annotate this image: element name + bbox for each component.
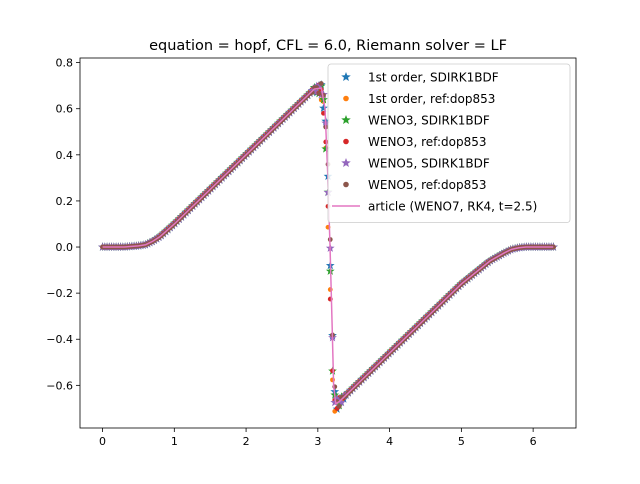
series-4-point	[334, 395, 344, 404]
chart-title: equation = hopf, CFL = 6.0, Riemann solv…	[149, 38, 507, 54]
x-tick-label: 4	[386, 435, 393, 448]
y-tick-label: 0.0	[56, 241, 74, 254]
series-0-point	[319, 103, 328, 112]
legend-marker-1	[343, 95, 349, 102]
x-tick-label: 0	[99, 435, 106, 448]
x-tick-label: 1	[171, 435, 178, 448]
y-tick-label: −0.2	[46, 287, 73, 300]
legend-marker-4	[341, 158, 351, 168]
y-tick-label: −0.6	[46, 379, 73, 392]
series-4-point	[332, 394, 342, 403]
series-4-point	[314, 81, 324, 91]
legend-box	[327, 63, 571, 223]
x-tick-label: 6	[530, 435, 537, 448]
y-tick-label: 0.8	[56, 57, 74, 70]
y-tick-label: 0.4	[56, 149, 74, 162]
y-tick-label: 0.2	[56, 195, 74, 208]
series-4-point	[337, 397, 346, 407]
axes: 0 1 2 3 4 5 6 −0.6 −0.4 −0.2 0.0 0.2 0.4 0.6 0.8	[46, 57, 577, 448]
series-5-point	[316, 91, 322, 97]
legend-label-2: WENO3, SDIRK1BDF	[368, 114, 490, 128]
y-tick-label: −0.4	[46, 333, 73, 346]
x-tick-label: 5	[458, 435, 465, 448]
legend-label-1: 1st order, ref:dop853	[368, 92, 495, 106]
legend-label-5: WENO5, ref:dop853	[368, 178, 487, 192]
legend-label-4: WENO5, SDIRK1BDF	[368, 157, 490, 171]
legend-marker-0	[341, 72, 351, 82]
x-tick-label: 3	[314, 435, 321, 448]
series-2-point	[321, 144, 331, 153]
series-5-point	[318, 81, 324, 86]
legend-label-6: article (WENO7, RK4, t=2.5)	[368, 200, 537, 214]
series-4-point	[310, 86, 319, 96]
legend-marker-2	[341, 115, 351, 125]
legend-label-3: WENO3, ref:dop853	[368, 135, 487, 149]
plot-area	[98, 80, 558, 414]
legend: 1st order, SDIRK1BDF 1st order, ref:dop85…	[327, 63, 571, 223]
legend-marker-5	[343, 181, 349, 188]
axes-frame	[79, 57, 577, 429]
legend-label-0: 1st order, SDIRK1BDF	[368, 71, 499, 85]
series-5-point	[551, 244, 556, 250]
series-5-point	[336, 403, 342, 409]
y-tick-label: 0.6	[56, 103, 74, 116]
legend-marker-3	[343, 138, 349, 145]
x-tick-label: 2	[243, 435, 250, 448]
